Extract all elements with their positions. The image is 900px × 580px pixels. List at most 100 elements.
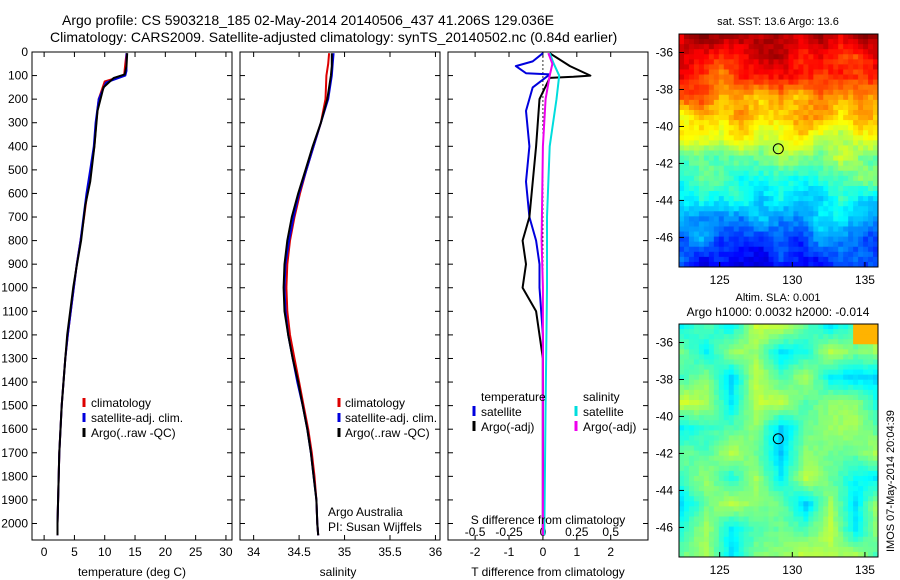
map-cell xyxy=(688,135,695,141)
map-cell xyxy=(808,521,814,528)
map-cell xyxy=(698,415,705,421)
map-cell xyxy=(738,445,745,452)
map-cell xyxy=(713,440,720,446)
map-cell xyxy=(683,501,690,507)
map-cell xyxy=(838,54,844,60)
map-cell xyxy=(838,175,844,182)
map-cell xyxy=(803,334,809,340)
map-cell xyxy=(803,120,809,126)
map-cell xyxy=(823,470,829,477)
map-cell xyxy=(783,94,789,101)
map-cell xyxy=(863,54,869,60)
map-cell xyxy=(783,201,789,207)
map-cell xyxy=(733,236,740,243)
map-cell xyxy=(698,130,705,136)
map-cell xyxy=(853,344,859,350)
map-cell xyxy=(823,394,829,401)
map-cell xyxy=(823,486,829,492)
map-cell xyxy=(868,339,874,345)
map-x-tick-label: 135 xyxy=(855,563,875,577)
map-cell xyxy=(798,496,804,502)
map-cell xyxy=(873,384,879,391)
map-cell xyxy=(683,334,690,340)
map-cell xyxy=(698,135,705,141)
map-cell xyxy=(863,216,869,222)
map-cell xyxy=(868,99,874,106)
map-cell xyxy=(868,256,874,263)
map-cell xyxy=(783,531,789,538)
map-cell xyxy=(718,501,725,507)
map-cell xyxy=(778,445,784,452)
map-cell xyxy=(723,501,730,507)
map-cell xyxy=(753,384,760,391)
map-cell xyxy=(773,175,779,182)
map-cell xyxy=(733,511,740,517)
map-cell xyxy=(753,39,760,45)
map-cell xyxy=(783,34,789,40)
map-cell xyxy=(688,175,695,182)
map-cell xyxy=(778,501,784,507)
map-cell xyxy=(783,74,789,80)
map-cell xyxy=(788,175,794,182)
map-cell xyxy=(683,445,690,452)
map-cell xyxy=(828,384,834,391)
map-cell xyxy=(853,155,859,162)
map-cell xyxy=(803,261,809,268)
map-cell xyxy=(853,256,859,263)
map-cell xyxy=(763,435,769,441)
map-cell xyxy=(693,140,700,146)
map-cell xyxy=(788,201,794,207)
map-cell xyxy=(848,379,854,386)
map-cell xyxy=(868,551,874,558)
map-cell xyxy=(733,420,740,426)
map-cell xyxy=(753,261,760,268)
map-cell xyxy=(753,150,760,156)
map-cell xyxy=(803,384,809,391)
map-cell xyxy=(718,384,725,391)
map-cell xyxy=(863,109,869,116)
map-cell xyxy=(828,405,834,411)
map-cell xyxy=(718,69,725,75)
map-cell xyxy=(773,79,779,86)
map-cell xyxy=(679,211,685,217)
map-cell xyxy=(758,216,764,222)
map-cell xyxy=(853,389,859,396)
map-cell xyxy=(848,501,854,507)
map-cell xyxy=(733,359,740,365)
map-cell xyxy=(833,191,839,197)
map-cell xyxy=(743,216,750,222)
map-cell xyxy=(833,236,839,243)
map-cell xyxy=(833,521,839,528)
map-cell xyxy=(803,546,809,553)
map-cell xyxy=(843,450,849,457)
map-cell xyxy=(758,501,764,507)
map-cell xyxy=(873,256,879,263)
map-cell xyxy=(768,470,774,477)
map-cell xyxy=(703,470,710,477)
map-cell xyxy=(823,420,829,426)
map-cell xyxy=(858,84,864,91)
map-cell xyxy=(713,191,720,197)
map-cell xyxy=(723,120,730,126)
map-cell xyxy=(718,74,725,80)
map-cell xyxy=(683,59,690,65)
map-cell xyxy=(708,405,715,411)
map-cell xyxy=(818,191,824,197)
map-cell xyxy=(753,251,760,258)
map-cell xyxy=(868,34,874,40)
map-cell xyxy=(858,246,864,253)
map-cell xyxy=(783,109,789,116)
map-cell xyxy=(813,49,819,55)
map-cell xyxy=(798,170,804,177)
map-cell xyxy=(793,425,799,431)
map-cell xyxy=(793,354,799,360)
map-y-tick-label: -44 xyxy=(656,483,674,497)
map-cell xyxy=(793,551,799,558)
map-cell xyxy=(693,211,700,217)
map-cell xyxy=(813,491,819,497)
map-y-tick-label: -40 xyxy=(656,119,674,133)
map-cell xyxy=(679,115,685,121)
map-cell xyxy=(803,150,809,156)
map-cell xyxy=(873,541,879,548)
map-cell xyxy=(723,536,730,543)
